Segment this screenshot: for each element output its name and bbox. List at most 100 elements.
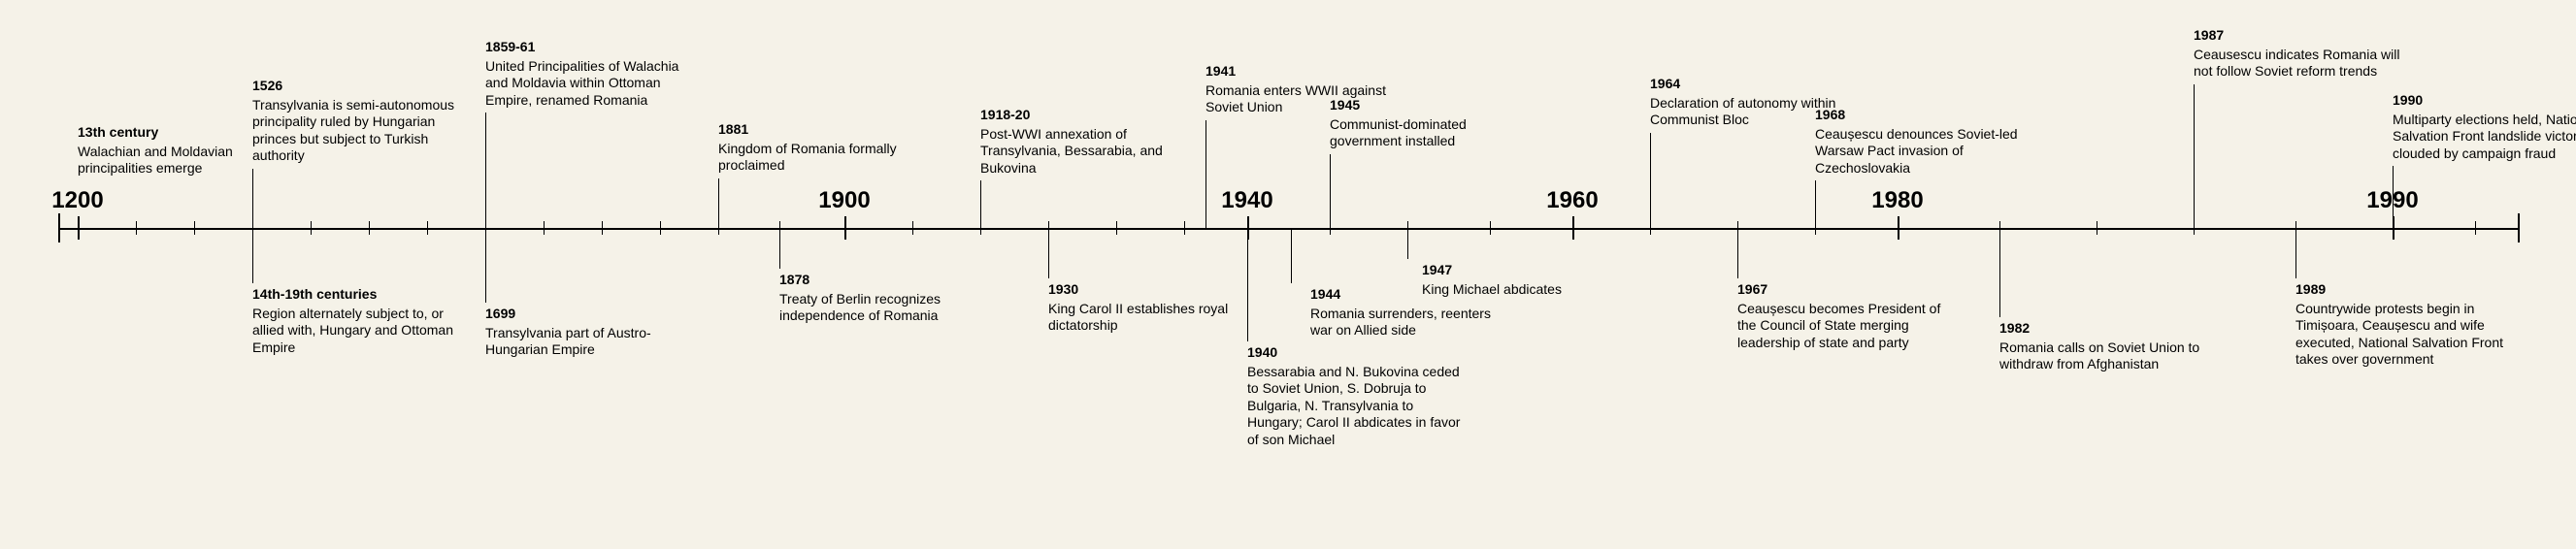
event-desc: King Carol II establishes royal dictator… bbox=[1048, 301, 1228, 334]
event-year: 1987 bbox=[2194, 27, 2407, 45]
timeline: 12001900194019601980199013th centuryWala… bbox=[0, 0, 2576, 549]
timeline-event: 1989 Countrywide protests begin in Timișo… bbox=[2295, 281, 2514, 369]
event-connector bbox=[1247, 229, 1248, 341]
event-desc: Countrywide protests begin in Timișoara,… bbox=[2295, 301, 2503, 368]
major-tick-label: 1940 bbox=[1221, 187, 1272, 214]
event-year: 14th-19th centuries bbox=[252, 286, 471, 304]
timeline-event: 1859-61 United Principalities of Walachia… bbox=[485, 39, 704, 109]
minor-tick bbox=[602, 221, 603, 235]
minor-tick bbox=[369, 221, 370, 235]
timeline-event: 1526 Transylvania is semi-autonomous prin… bbox=[252, 78, 471, 165]
minor-tick bbox=[194, 221, 195, 235]
event-connector bbox=[779, 229, 780, 269]
event-desc: King Michael abdicates bbox=[1422, 281, 1562, 297]
minor-tick bbox=[1116, 221, 1117, 235]
minor-tick bbox=[912, 221, 913, 235]
event-connector bbox=[2295, 229, 2296, 278]
major-tick-label: 1900 bbox=[818, 187, 870, 214]
axis-end-cap bbox=[2518, 213, 2520, 242]
event-year: 1967 bbox=[1737, 281, 1961, 299]
timeline-event: 1918-20 Post-WWI annexation of Transylvan… bbox=[980, 107, 1194, 177]
event-year: 1945 bbox=[1330, 97, 1524, 114]
major-tick bbox=[78, 216, 80, 240]
major-tick-label: 1200 bbox=[51, 187, 103, 214]
minor-tick bbox=[427, 221, 428, 235]
event-desc: Transylvania is semi-autonomous principa… bbox=[252, 97, 454, 164]
minor-tick bbox=[544, 221, 545, 235]
minor-tick bbox=[660, 221, 661, 235]
event-connector bbox=[1999, 229, 2000, 317]
event-desc: Post-WWI annexation of Transylvania, Bes… bbox=[980, 126, 1163, 176]
event-connector bbox=[1650, 133, 1651, 228]
event-desc: Multiparty elections held, National Salv… bbox=[2393, 112, 2576, 161]
event-year: 1940 bbox=[1247, 344, 1470, 362]
event-year: 1918-20 bbox=[980, 107, 1194, 124]
event-connector bbox=[718, 178, 719, 228]
event-year: 1859-61 bbox=[485, 39, 704, 56]
event-desc: Romania surrenders, reenters war on Alli… bbox=[1310, 306, 1491, 339]
event-desc: Region alternately subject to, or allied… bbox=[252, 306, 453, 355]
event-desc: Declaration of autonomy within Communist… bbox=[1650, 95, 1835, 128]
major-tick-label: 1960 bbox=[1546, 187, 1598, 214]
event-desc: Walachian and Moldavian principalities e… bbox=[78, 144, 233, 177]
event-year: 1526 bbox=[252, 78, 471, 95]
timeline-event: 1987 Ceausescu indicates Romania will not… bbox=[2194, 27, 2407, 81]
event-year: 1982 bbox=[1999, 320, 2213, 338]
timeline-event: 1930 King Carol II establishes royal dict… bbox=[1048, 281, 1252, 335]
event-connector bbox=[1737, 229, 1738, 278]
event-year: 1699 bbox=[485, 306, 704, 323]
minor-tick bbox=[136, 221, 137, 235]
timeline-event: 1967 Ceaușescu becomes President of the C… bbox=[1737, 281, 1961, 351]
minor-tick bbox=[1184, 221, 1185, 235]
timeline-event: 1968 Ceaușescu denounces Soviet-led Warsa… bbox=[1815, 107, 2038, 177]
event-desc: Communist-dominated government installed bbox=[1330, 116, 1467, 149]
event-connector bbox=[485, 229, 486, 303]
major-tick-label: 1980 bbox=[1871, 187, 1923, 214]
minor-tick bbox=[1490, 221, 1491, 235]
event-connector bbox=[1291, 229, 1292, 283]
major-tick bbox=[844, 216, 846, 240]
event-connector bbox=[1815, 180, 1816, 228]
event-year: 1881 bbox=[718, 121, 912, 139]
event-desc: Treaty of Berlin recognizes independence… bbox=[779, 291, 941, 324]
axis-start-cap bbox=[58, 213, 60, 242]
timeline-event: 1878 Treaty of Berlin recognizes independ… bbox=[779, 272, 993, 325]
event-connector bbox=[252, 229, 253, 283]
event-desc: Ceausescu indicates Romania will not fol… bbox=[2194, 47, 2399, 80]
event-year: 1930 bbox=[1048, 281, 1252, 299]
event-year: 1989 bbox=[2295, 281, 2514, 299]
timeline-event: 1940 Bessarabia and N. Bukovina ceded to … bbox=[1247, 344, 1470, 448]
timeline-event: 1881 Kingdom of Romania formally proclaim… bbox=[718, 121, 912, 175]
timeline-event: 1990 Multiparty elections held, National … bbox=[2393, 92, 2576, 162]
event-desc: Kingdom of Romania formally proclaimed bbox=[718, 141, 897, 174]
event-desc: Transylvania part of Austro-Hungarian Em… bbox=[485, 325, 651, 358]
timeline-event: 14th-19th centuries Region alternately su… bbox=[252, 286, 471, 356]
event-connector bbox=[1048, 229, 1049, 278]
event-desc: Bessarabia and N. Bukovina ceded to Sovi… bbox=[1247, 364, 1460, 447]
event-connector bbox=[252, 169, 253, 228]
event-year: 1968 bbox=[1815, 107, 2038, 124]
event-desc: Romania calls on Soviet Union to withdra… bbox=[1999, 339, 2199, 372]
major-tick bbox=[1898, 216, 1899, 240]
event-desc: United Principalities of Walachia and Mo… bbox=[485, 58, 678, 108]
timeline-event: 1982Romania calls on Soviet Union to wit… bbox=[1999, 320, 2213, 373]
event-connector bbox=[1407, 229, 1408, 259]
event-connector bbox=[2393, 166, 2394, 228]
timeline-event: 1699 Transylvania part of Austro-Hungaria… bbox=[485, 306, 704, 359]
event-connector bbox=[980, 180, 981, 228]
event-year: 1964 bbox=[1650, 76, 1854, 93]
event-connector bbox=[2194, 84, 2195, 228]
event-year: 1878 bbox=[779, 272, 993, 289]
event-year: 1947 bbox=[1422, 262, 1606, 279]
event-year: 1990 bbox=[2393, 92, 2576, 110]
minor-tick bbox=[311, 221, 312, 235]
event-desc: Ceaușescu denounces Soviet-led Warsaw Pa… bbox=[1815, 126, 2018, 176]
timeline-event: 1945 Communist-dominated government insta… bbox=[1330, 97, 1524, 150]
event-desc: Ceaușescu becomes President of the Counc… bbox=[1737, 301, 1940, 350]
event-year: 1941 bbox=[1205, 63, 1400, 81]
major-tick bbox=[1572, 216, 1574, 240]
event-connector bbox=[1205, 120, 1206, 228]
minor-tick bbox=[2475, 221, 2476, 235]
timeline-event: 1947 King Michael abdicates bbox=[1422, 262, 1606, 298]
event-connector bbox=[485, 113, 486, 228]
